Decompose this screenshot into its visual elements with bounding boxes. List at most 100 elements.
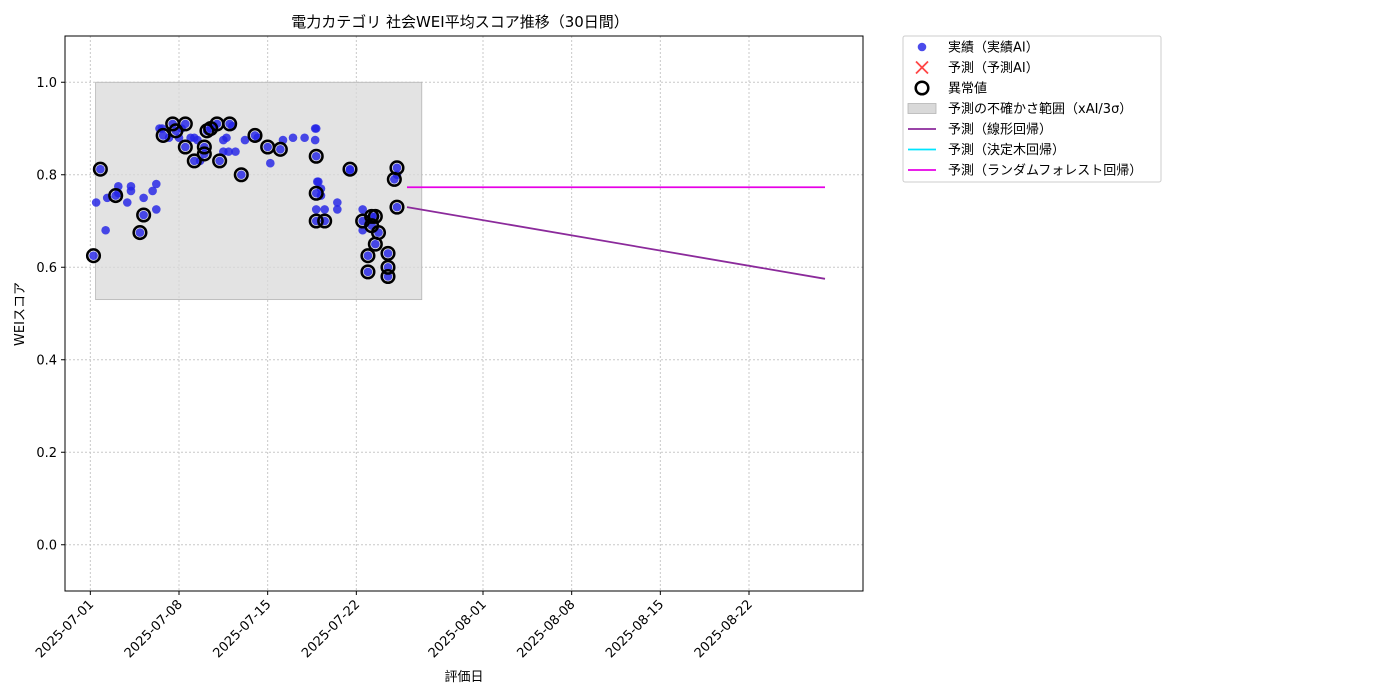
actual-point [101,225,110,235]
plot-frame [64,35,864,592]
x-tick-label: 2025-08-22 [692,597,756,661]
legend-label-uncertainty: 予測の不確かさ範囲（xAI/3σ） [948,101,1132,117]
anomaly-point [380,268,396,285]
legend-label-actual: 実績（実績AI） [948,40,1039,56]
anomaly-point [317,213,333,229]
actual-point [383,249,393,258]
x-tick-label: 2025-08-08 [514,597,578,661]
actual-point [122,198,132,207]
legend-swatch-actual [917,42,927,52]
plot-area [64,35,864,592]
anomaly-point [389,160,405,176]
anomaly-point [308,185,324,201]
actual-point [181,119,190,129]
actual-point [240,135,250,145]
x-tick-label: 2025-07-22 [299,597,363,661]
actual-point [266,158,275,168]
actual-point [314,177,323,186]
actual-point [363,267,373,277]
anomaly-point [85,248,102,264]
actual-point [91,198,101,207]
actual-point [212,119,222,129]
anomaly-point [380,259,396,275]
actual-point [135,228,145,237]
y-tick-label: 1.0 [36,76,57,91]
y-axis-label: WEIスコア [13,282,28,346]
actual-point [139,210,148,220]
actual-point [139,193,148,203]
anomaly-point [132,225,148,241]
anomaly-point [308,213,324,229]
actual-point [215,156,224,166]
y-tick-label: 0.0 [36,538,57,553]
x-tick-label: 2025-08-15 [603,597,667,661]
actual-point [333,205,342,214]
legend-swatch-anomaly [914,80,930,96]
actual-point [363,251,373,260]
legend-frame [902,35,1162,183]
linear-regression-line [406,206,826,280]
actual-point [320,205,329,214]
anomaly-point [370,225,387,241]
anomaly-point [196,139,212,155]
anomaly-point [212,153,228,169]
anomaly-point [168,123,184,139]
y-tick-label: 0.2 [36,446,57,461]
actual-point [333,198,342,207]
x-tick-label: 2025-07-01 [33,597,97,661]
actual-point [96,164,105,174]
x-axis-label: 評価日 [444,670,483,685]
legend-swatch-uncertainty [907,103,937,114]
actual-point [263,142,272,152]
anomaly-point [222,116,238,132]
legend-swatch-predicted [915,60,929,75]
anomaly-points [85,116,405,285]
actual-point [276,145,285,154]
y-tick-label: 0.8 [36,168,57,183]
x-tick-label: 2025-07-15 [210,597,274,661]
actual-point [152,205,161,214]
regression-lines [406,186,826,280]
actual-point [358,205,367,214]
legend-label-predicted_ai: 予測（予測AI） [948,61,1039,76]
anomaly-point [389,199,405,215]
actual-point [311,124,321,133]
x-axis-ticks: 2025-07-01 2025-07-08 2025-07-15 2025-07-22… [33,591,756,661]
actual-point [126,186,136,196]
anomaly-point [342,161,358,177]
anomaly-point [308,148,324,164]
anomaly-point [136,207,152,223]
legend-label-decision_tree: 予測（決定木回帰） [948,142,1065,158]
actual-point [236,170,246,180]
anomaly-point [155,127,171,143]
actual-point [148,186,157,196]
actual-point [288,133,298,143]
actual-point [224,147,233,156]
legend-label-anomaly: 異常値 [948,81,987,97]
anomaly-point [186,153,202,169]
anomaly-point [177,139,193,155]
y-tick-label: 0.6 [36,261,57,276]
x-tick-label: 2025-07-08 [122,597,186,661]
x-tick-label: 2025-08-01 [426,597,490,661]
legend-label-random_forest: 予測（ランダムフォレスト回帰） [948,163,1142,179]
actual-point [181,142,190,152]
anomaly-point [92,161,108,177]
actual-point [311,151,321,161]
actual-point [371,239,380,249]
anomaly-point [360,264,376,280]
y-tick-label: 0.4 [36,353,57,368]
anomaly-point [367,208,383,224]
anomaly-point [177,116,193,132]
actual-point [222,133,231,143]
anomaly-point [380,245,396,261]
y-axis-ticks: 0.0 0.2 0.4 0.6 0.8 1.0 [36,76,65,553]
actual-point [392,163,402,173]
actual-point [310,135,320,145]
actual-point [89,251,98,260]
actual-point [311,205,321,214]
chart-title: 電力カテゴリ 社会WEI平均スコア推移（30日間） [291,13,629,31]
anomaly-point [247,127,263,143]
